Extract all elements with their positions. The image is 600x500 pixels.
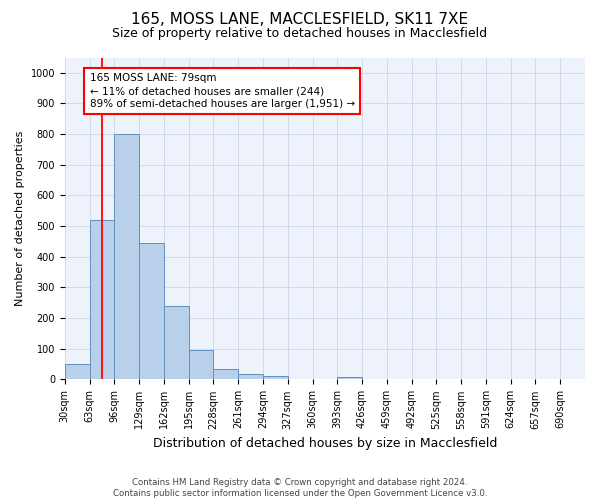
Text: 165 MOSS LANE: 79sqm
← 11% of detached houses are smaller (244)
89% of semi-deta: 165 MOSS LANE: 79sqm ← 11% of detached h…	[89, 73, 355, 109]
Bar	[164, 306, 188, 380]
Bar	[139, 243, 164, 380]
Text: Contains HM Land Registry data © Crown copyright and database right 2024.
Contai: Contains HM Land Registry data © Crown c…	[113, 478, 487, 498]
Y-axis label: Number of detached properties: Number of detached properties	[15, 131, 25, 306]
Text: Size of property relative to detached houses in Macclesfield: Size of property relative to detached ho…	[112, 28, 488, 40]
Bar	[263, 376, 288, 380]
Bar	[238, 374, 263, 380]
Bar	[115, 134, 139, 380]
Text: 165, MOSS LANE, MACCLESFIELD, SK11 7XE: 165, MOSS LANE, MACCLESFIELD, SK11 7XE	[131, 12, 469, 28]
X-axis label: Distribution of detached houses by size in Macclesfield: Distribution of detached houses by size …	[153, 437, 497, 450]
Bar	[188, 350, 214, 380]
Bar	[337, 377, 362, 380]
Bar	[214, 368, 238, 380]
Bar	[65, 364, 89, 380]
Bar	[89, 220, 115, 380]
